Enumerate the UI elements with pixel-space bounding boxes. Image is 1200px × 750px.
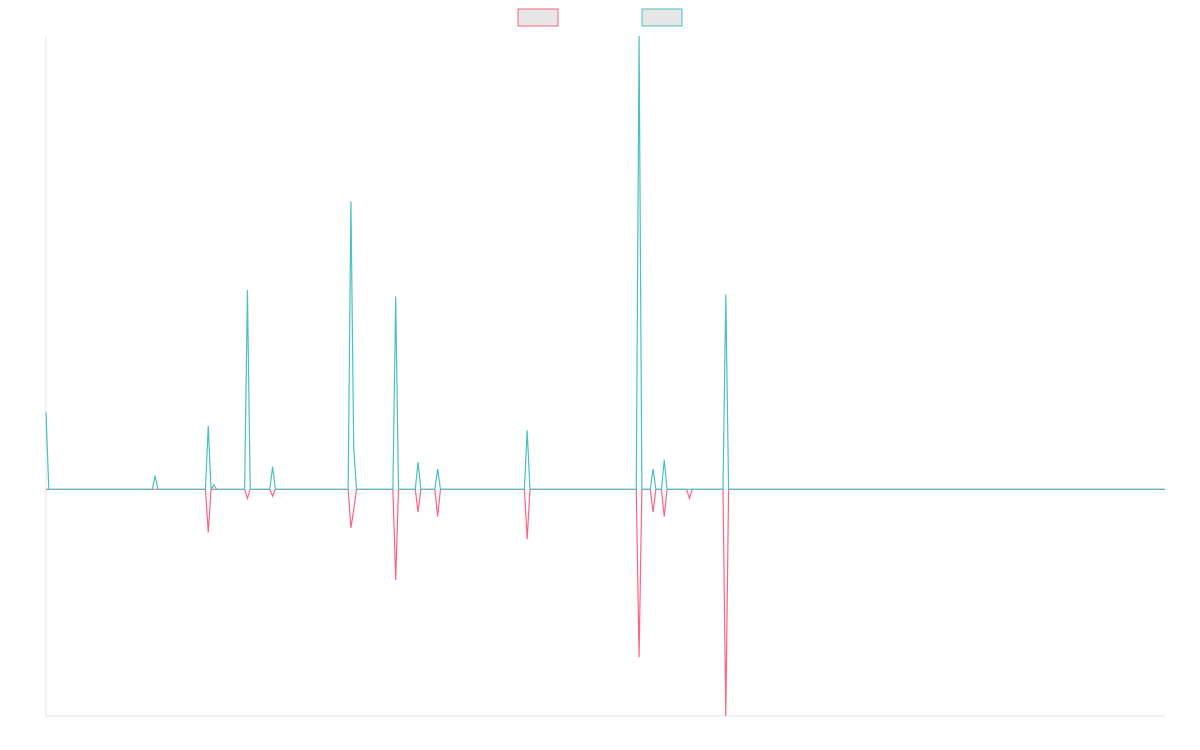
series-line [45, 35, 1165, 492]
legend-swatch[interactable] [517, 8, 559, 27]
legend-swatch[interactable] [641, 8, 683, 27]
series-line [46, 488, 1165, 717]
